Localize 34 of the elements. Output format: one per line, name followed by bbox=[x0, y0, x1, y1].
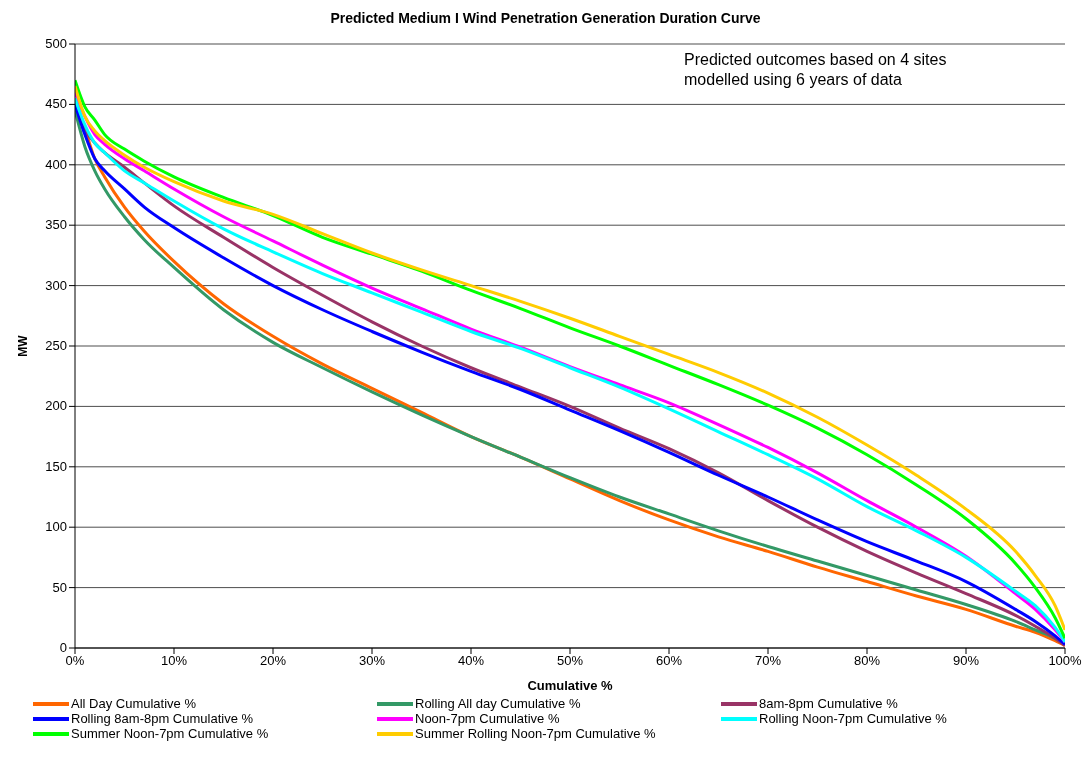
legend-label: Summer Rolling Noon-7pm Cumulative % bbox=[415, 726, 656, 741]
legend-label: Rolling All day Cumulative % bbox=[415, 696, 581, 711]
x-tick-label: 10% bbox=[160, 653, 188, 669]
chart-title: Predicted Medium I Wind Penetration Generation Duration Curve bbox=[329, 9, 762, 28]
y-tick-label: 450 bbox=[45, 96, 67, 112]
x-tick-label: 40% bbox=[457, 653, 485, 669]
legend-label: Rolling Noon-7pm Cumulative % bbox=[759, 711, 947, 726]
y-tick-label: 100 bbox=[45, 519, 67, 535]
y-tick-label: 50 bbox=[52, 579, 67, 595]
y-tick-label: 500 bbox=[45, 36, 67, 51]
x-tick-label: 60% bbox=[655, 653, 683, 669]
y-tick-label: 350 bbox=[45, 217, 67, 233]
y-tick-label: 300 bbox=[45, 277, 67, 293]
annotation: Predicted outcomes based on 4 sites modelled using 6 years of data bbox=[684, 50, 948, 90]
y-tick-label: 400 bbox=[45, 156, 67, 172]
x-axis-title: Cumulative % bbox=[527, 678, 614, 693]
legend-label: Summer Noon-7pm Cumulative % bbox=[71, 726, 269, 741]
y-tick-label: 200 bbox=[45, 398, 67, 414]
x-tick-label: 30% bbox=[358, 653, 386, 669]
x-tick-label: 90% bbox=[952, 653, 980, 669]
x-tick-label: 0% bbox=[65, 653, 85, 669]
y-tick-label: 0 bbox=[59, 640, 67, 655]
x-tick-label: 80% bbox=[853, 653, 881, 669]
y-tick-label: 250 bbox=[45, 338, 67, 353]
legend-label: 8am-8pm Cumulative % bbox=[759, 696, 898, 711]
x-tick-label: 20% bbox=[259, 653, 287, 669]
x-tick-label: 100% bbox=[1048, 653, 1083, 669]
legend-label: Rolling 8am-8pm Cumulative % bbox=[71, 711, 254, 726]
legend-label: All Day Cumulative % bbox=[71, 696, 196, 711]
legend-label: Noon-7pm Cumulative % bbox=[415, 711, 560, 726]
y-tick-label: 150 bbox=[45, 458, 67, 474]
x-tick-label: 70% bbox=[754, 653, 782, 669]
y-axis-title: MW bbox=[16, 334, 31, 357]
x-tick-label: 50% bbox=[556, 653, 584, 669]
